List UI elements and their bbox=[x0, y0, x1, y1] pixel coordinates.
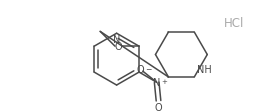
Text: N: N bbox=[153, 78, 160, 87]
Text: HCl: HCl bbox=[224, 16, 244, 29]
Text: O: O bbox=[155, 102, 162, 112]
Text: O: O bbox=[115, 42, 123, 52]
Text: NH: NH bbox=[197, 65, 212, 74]
Text: O: O bbox=[136, 65, 144, 75]
Text: N: N bbox=[113, 35, 120, 45]
Text: −: − bbox=[146, 64, 152, 73]
Text: +: + bbox=[161, 78, 167, 84]
